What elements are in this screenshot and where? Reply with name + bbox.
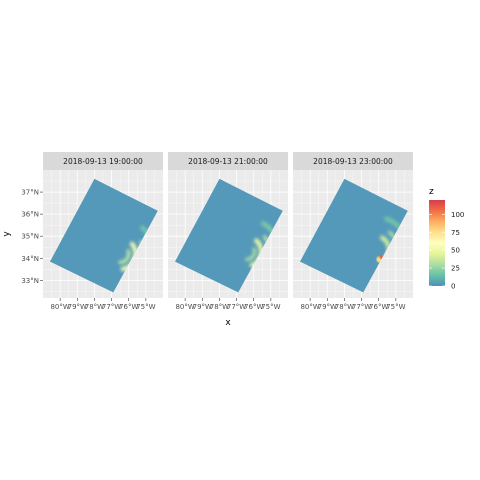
- rain-band: [118, 249, 131, 265]
- y-tick-label: 35°N: [21, 233, 39, 241]
- x-tick-label: 76°W: [119, 303, 138, 311]
- facet-strip: [43, 152, 163, 170]
- x-tick-label: 77°W: [352, 303, 371, 311]
- x-axis-3: 80°W79°W78°W77°W76°W75°W: [300, 298, 406, 311]
- color-legend: z 0 25 50 75 100: [429, 187, 464, 291]
- legend-title: z: [429, 187, 434, 197]
- x-tick-label: 80°W: [300, 303, 319, 311]
- x-tick-label: 79°W: [318, 303, 337, 311]
- facet-strip-label: 2018-09-13 21:00:00: [188, 157, 268, 166]
- x-tick-label: 75°W: [136, 303, 155, 311]
- x-tick-label: 80°W: [50, 303, 69, 311]
- x-tick-label: 75°W: [261, 303, 280, 311]
- x-axis-title: x: [225, 318, 231, 328]
- facet-panel-1: 2018-09-13 19:00:00: [43, 152, 163, 298]
- legend-ticks: 0 25 50 75 100: [429, 211, 464, 291]
- y-axis: 33°N 34°N 35°N 36°N 37°N: [21, 189, 43, 285]
- raster-background: [49, 178, 158, 293]
- x-tick-label: 78°W: [85, 303, 104, 311]
- x-tick-label: 80°W: [175, 303, 194, 311]
- facet-panel-3: 2018-09-13 23:00:00: [293, 152, 413, 298]
- legend-label: 0: [451, 283, 455, 291]
- x-tick-label: 75°W: [386, 303, 405, 311]
- x-tick-label: 79°W: [68, 303, 87, 311]
- x-tick-label: 78°W: [210, 303, 229, 311]
- legend-label: 25: [451, 265, 460, 273]
- facet-strip: [293, 152, 413, 170]
- y-tick-label: 33°N: [21, 277, 39, 285]
- y-tick-label: 37°N: [21, 189, 39, 197]
- x-tick-label: 78°W: [335, 303, 354, 311]
- facet-panels: 2018-09-13 19:00:00 2018-09-13 21:00:00 20…: [43, 152, 413, 298]
- raster-background: [174, 178, 283, 293]
- x-tick-label: 79°W: [193, 303, 212, 311]
- x-tick-label: 76°W: [369, 303, 388, 311]
- x-tick-label: 76°W: [244, 303, 263, 311]
- rain-band: [245, 247, 257, 262]
- legend-label: 50: [451, 247, 460, 255]
- facet-strip-label: 2018-09-13 23:00:00: [313, 157, 393, 166]
- x-tick-label: 77°W: [102, 303, 121, 311]
- x-axes: 80°W79°W78°W77°W76°W75°W 80°W79°W78°W77°W…: [50, 298, 406, 311]
- facet-panel-2: 2018-09-13 21:00:00: [168, 152, 288, 298]
- y-axis-title: y: [2, 231, 12, 237]
- facet-strip-label: 2018-09-13 19:00:00: [63, 157, 143, 166]
- y-tick-label: 36°N: [21, 211, 39, 219]
- legend-label: 75: [451, 229, 460, 237]
- facet-strip: [168, 152, 288, 170]
- legend-label: 100: [451, 211, 464, 219]
- raster-background: [299, 178, 408, 293]
- legend-colorbar: [429, 200, 445, 286]
- x-axis-1: 80°W79°W78°W77°W76°W75°W: [50, 298, 156, 311]
- y-tick-label: 34°N: [21, 255, 39, 263]
- x-tick-label: 77°W: [227, 303, 246, 311]
- x-axis-2: 80°W79°W78°W77°W76°W75°W: [175, 298, 281, 311]
